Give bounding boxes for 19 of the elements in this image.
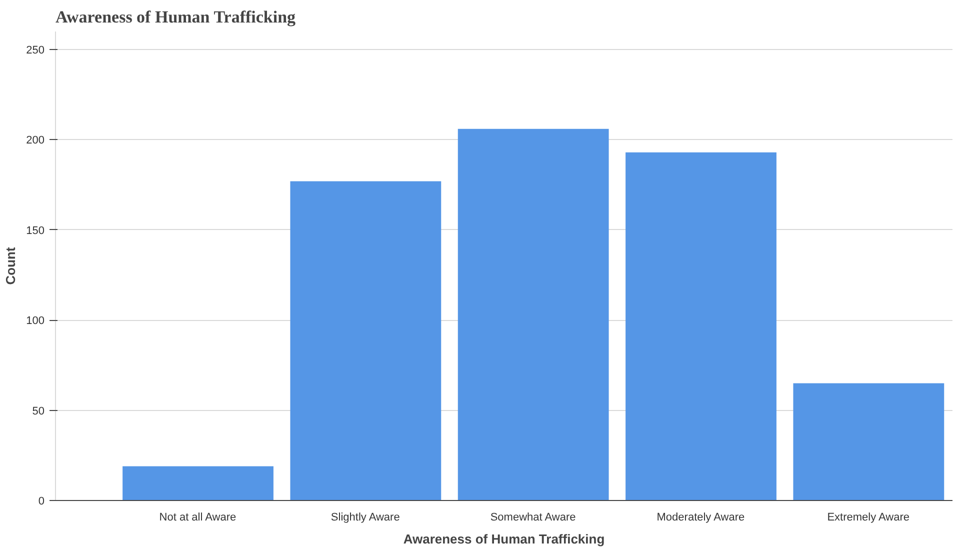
y-tick-label: 0 [38,496,45,508]
x-tick-label: Not at all Aware [159,512,236,524]
bar [290,181,442,500]
x-tick-label: Moderately Aware [656,512,745,524]
bar [626,152,776,500]
x-tick-label: Slightly Aware [330,512,400,524]
bar [122,466,274,500]
bar [458,128,609,500]
x-tick-label: Extremely Aware [827,512,910,524]
bar [793,383,944,500]
x-axis-title: Awareness of Human Trafficking [403,532,605,546]
y-tick-label: 100 [26,315,45,328]
y-axis-title: Count [3,246,18,285]
y-tick-label: 200 [26,134,45,147]
chart-title: Awareness of Human Trafficking [56,8,296,26]
y-tick-label: 50 [32,405,45,418]
y-tick-label: 150 [26,224,45,237]
y-tick-label: 250 [26,44,45,57]
x-tick-label: Somewhat Aware [490,512,576,524]
